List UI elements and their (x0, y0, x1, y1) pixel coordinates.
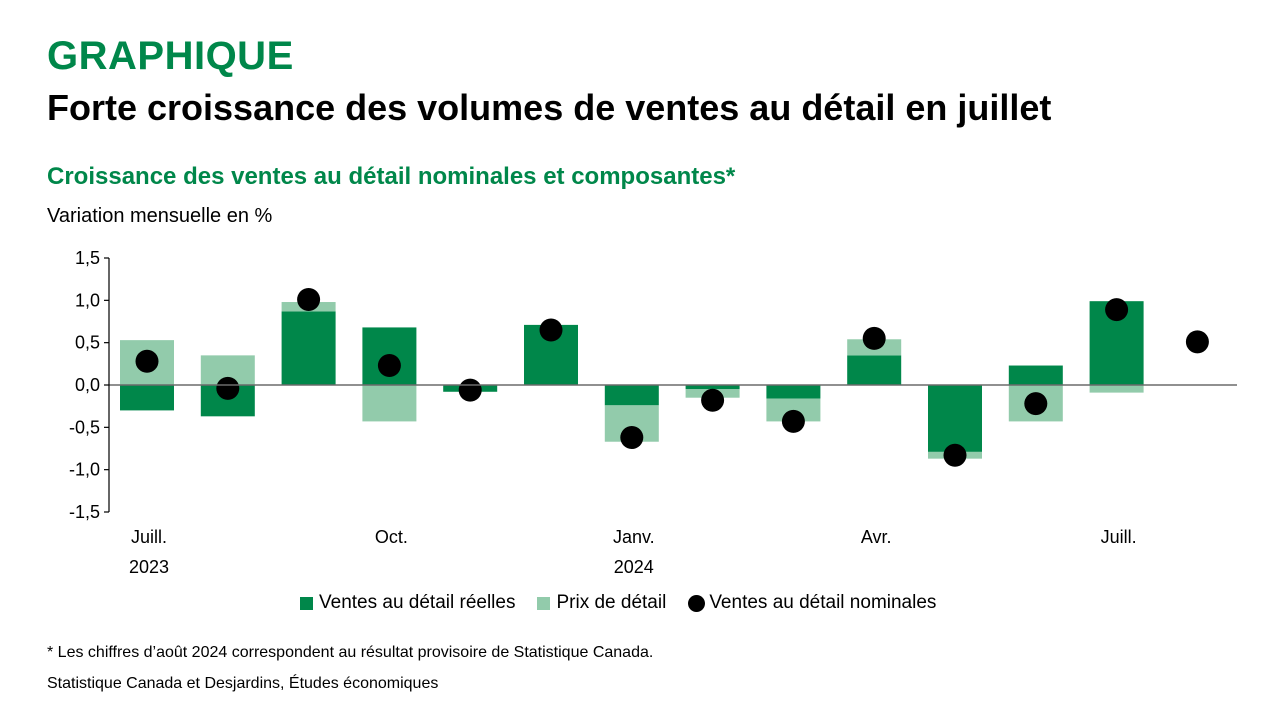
y-tick-label: 1,5 (75, 248, 100, 268)
dot-nominal (620, 425, 644, 449)
bar-real (766, 385, 821, 399)
bar-real (928, 385, 982, 452)
dot-nominal (135, 349, 159, 373)
x-tick-label: Juill. (131, 527, 167, 547)
y-tick-label: 1,0 (75, 290, 100, 310)
bar-price (1089, 385, 1144, 393)
chart-subtitle: Croissance des ventes au détail nominale… (47, 163, 736, 190)
dots-layer (135, 287, 1209, 467)
x-tick-label: Oct. (375, 527, 408, 547)
bar-real (1008, 365, 1063, 385)
legend-swatch-price (537, 596, 551, 610)
legend-label-real: Ventes au détail réelles (319, 592, 516, 613)
bar-real (120, 385, 174, 411)
footnote: * Les chiffres d’août 2024 correspondent… (47, 644, 654, 661)
y-tick-label: 0,0 (75, 375, 100, 395)
dot-nominal (862, 326, 886, 350)
x-tick-year-label: 2024 (614, 557, 654, 577)
dot-nominal (458, 378, 482, 402)
legend-swatch-real (300, 596, 313, 610)
dot-nominal (1105, 298, 1129, 322)
legend-item-real: Ventes au détail réelles (300, 592, 515, 614)
y-tick-label: 0,5 (75, 333, 100, 353)
dot-nominal (297, 287, 321, 311)
y-axis-unit-label: Variation mensuelle en % (47, 205, 273, 227)
dot-nominal (1024, 392, 1048, 416)
bar-real (604, 385, 659, 406)
y-tick-label: -0,5 (69, 417, 100, 437)
legend-label-price: Prix de détail (556, 592, 667, 613)
y-tick-label: -1,0 (69, 460, 100, 480)
dot-nominal (781, 409, 805, 433)
dot-nominal (943, 443, 967, 467)
x-tick-label: Janv. (613, 527, 655, 547)
y-tick-label: -1,5 (69, 502, 100, 522)
x-tick-year-label: 2023 (129, 557, 169, 577)
axes-layer: 1,5 1,0 0,5 0,0 -0,5 -1,0 -1,5 Juill. 2023 Oct. Ja… (69, 248, 1237, 577)
legend-marker-nominal (688, 594, 706, 612)
bar-real (281, 311, 336, 385)
dot-nominal (701, 388, 725, 412)
bar-price (362, 385, 417, 422)
bar-real (847, 355, 902, 385)
dot-nominal (216, 376, 240, 400)
legend: Ventes au détail réelles Prix de détail … (300, 592, 958, 614)
x-tick-label: Avr. (861, 527, 892, 547)
source-line: Statistique Canada et Desjardins, Études… (47, 675, 439, 692)
bar-real (685, 385, 740, 390)
legend-label-nominal: Ventes au détail nominales (709, 592, 937, 613)
x-tick-label: Juill. (1101, 527, 1137, 547)
dot-nominal (539, 318, 563, 342)
dot-nominal (1185, 330, 1209, 354)
legend-item-price: Prix de détail (537, 592, 666, 614)
dot-nominal (377, 354, 401, 378)
page-title: Forte croissance des volumes de ventes a… (47, 87, 1052, 128)
chart-kicker: GRAPHIQUE (47, 34, 294, 78)
legend-item-nominal: Ventes au détail nominales (688, 592, 936, 614)
